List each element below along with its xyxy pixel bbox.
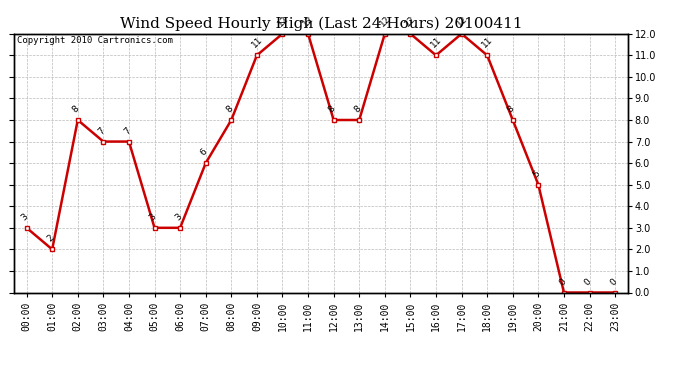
Text: 8: 8 bbox=[506, 104, 516, 114]
Title: Wind Speed Hourly High (Last 24 Hours) 20100411: Wind Speed Hourly High (Last 24 Hours) 2… bbox=[119, 17, 522, 31]
Text: 0: 0 bbox=[582, 276, 593, 287]
Text: 3: 3 bbox=[19, 212, 30, 222]
Text: 8: 8 bbox=[353, 104, 363, 114]
Text: 11: 11 bbox=[250, 35, 264, 50]
Text: 5: 5 bbox=[531, 169, 542, 179]
Text: 12: 12 bbox=[404, 14, 418, 28]
Text: 2: 2 bbox=[46, 234, 56, 244]
Text: 8: 8 bbox=[224, 104, 235, 114]
Text: 12: 12 bbox=[301, 14, 315, 28]
Text: 3: 3 bbox=[148, 212, 158, 222]
Text: 0: 0 bbox=[557, 276, 567, 287]
Text: Copyright 2010 Cartronics.com: Copyright 2010 Cartronics.com bbox=[17, 36, 172, 45]
Text: 12: 12 bbox=[378, 14, 393, 28]
Text: 7: 7 bbox=[122, 126, 132, 136]
Text: 11: 11 bbox=[429, 35, 444, 50]
Text: 0: 0 bbox=[608, 276, 619, 287]
Text: 3: 3 bbox=[173, 212, 184, 222]
Text: 11: 11 bbox=[480, 35, 495, 50]
Text: 12: 12 bbox=[455, 14, 469, 28]
Text: 8: 8 bbox=[326, 104, 337, 114]
Text: 7: 7 bbox=[97, 126, 107, 136]
Text: 8: 8 bbox=[71, 104, 81, 114]
Text: 6: 6 bbox=[199, 147, 209, 158]
Text: 12: 12 bbox=[275, 14, 290, 28]
